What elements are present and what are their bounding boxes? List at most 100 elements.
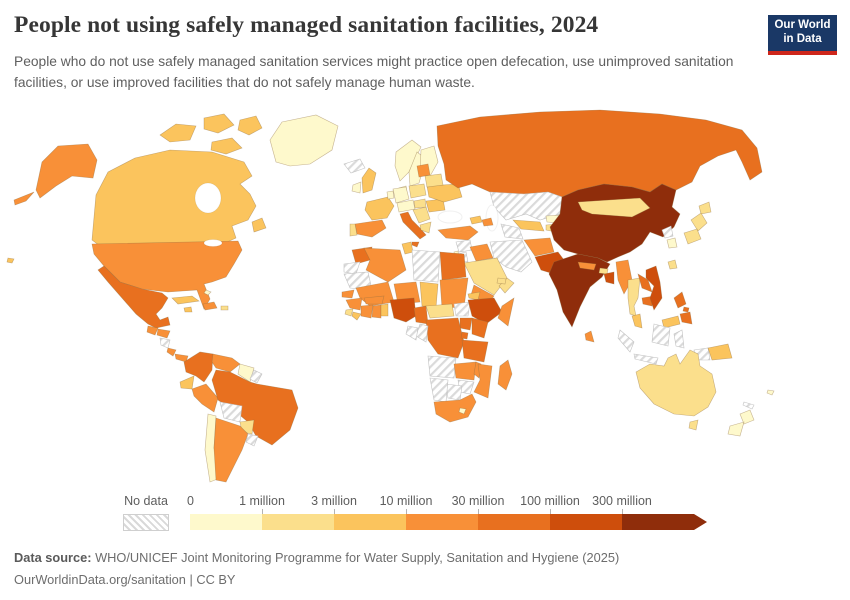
country-sulawesi[interactable] [673,329,685,349]
country-greece[interactable] [419,221,432,234]
country-philippines-mindanao[interactable] [679,311,693,325]
country-rwanda-burundi[interactable] [460,331,469,340]
country-benelux[interactable] [386,190,395,200]
country-iceland[interactable] [343,158,366,174]
country-thailand[interactable] [627,277,641,317]
country-south-korea[interactable] [666,237,678,249]
country-syria[interactable] [455,239,473,253]
country-chad[interactable] [419,281,439,308]
country-canadian-arctic[interactable] [159,113,263,155]
country-baltics[interactable] [416,163,431,178]
country-czech-austria[interactable] [396,199,416,213]
country-mozambique[interactable] [473,363,493,399]
country-egypt[interactable] [439,251,467,281]
country-uzbekistan[interactable] [512,219,545,232]
country-argentina[interactable] [213,417,249,483]
country-south-africa[interactable] [433,393,477,423]
country-drc[interactable] [425,317,465,359]
country-portugal[interactable] [349,223,358,237]
country-burkina[interactable] [363,295,385,305]
country-italy[interactable] [399,211,427,240]
country-uk[interactable] [361,167,377,194]
country-algeria[interactable] [363,247,407,283]
country-greenland[interactable] [269,114,339,167]
country-ireland[interactable] [351,181,362,194]
license-line[interactable]: OurWorldinData.org/sanitation | CC BY [14,571,236,587]
owid-logo[interactable]: Our World in Data [768,15,837,55]
country-peru[interactable] [191,383,219,413]
no-data-swatch[interactable] [123,514,169,531]
country-japan-hokkaido[interactable] [698,201,712,215]
country-saudi-arabia[interactable] [463,257,508,296]
country-bangladesh[interactable] [603,271,615,285]
country-senegal[interactable] [341,289,355,299]
country-mexico[interactable] [97,265,171,329]
country-puerto-rico[interactable] [220,305,229,311]
country-car[interactable] [425,303,455,319]
country-botswana[interactable] [445,383,463,401]
country-tanzania[interactable] [461,339,489,363]
country-india[interactable] [548,253,611,328]
country-eritrea[interactable] [467,291,481,301]
country-bahamas[interactable] [203,289,212,296]
country-russia[interactable] [436,109,763,198]
country-gabon[interactable] [405,325,419,341]
country-afghanistan[interactable] [523,237,555,257]
country-france[interactable] [364,196,395,221]
country-colombia[interactable] [183,351,214,383]
country-guatemala[interactable] [146,325,159,336]
country-new-caledonia[interactable] [742,401,755,410]
country-malaysia-borneo[interactable] [661,315,681,329]
country-angola[interactable] [427,355,457,379]
country-madagascar[interactable] [497,359,513,391]
country-uae[interactable] [496,277,507,285]
country-turkmenistan[interactable] [500,223,524,240]
country-kalimantan[interactable] [651,323,671,347]
country-philippines-visayas[interactable] [682,306,690,313]
country-libya[interactable] [411,249,441,283]
country-ecuador[interactable] [179,375,195,390]
country-ghana[interactable] [371,304,382,319]
country-liberia[interactable] [351,311,362,321]
country-ethiopia[interactable] [467,297,503,325]
country-japan-honshu[interactable] [690,212,708,232]
country-iran[interactable] [489,239,533,273]
country-jamaica[interactable] [183,306,193,313]
country-nz-south[interactable] [727,421,745,437]
country-kenya[interactable] [471,317,489,339]
country-uruguay[interactable] [245,433,259,447]
country-sierra-leone[interactable] [344,308,354,317]
country-japan-south[interactable] [683,228,702,245]
legend-bin-2[interactable] [334,514,406,530]
legend-bin-0[interactable] [190,514,262,530]
country-vietnam[interactable] [645,265,663,311]
country-congo[interactable] [415,323,429,343]
country-zambia[interactable] [453,361,477,381]
country-sicily[interactable] [411,241,420,248]
country-namibia[interactable] [429,377,449,403]
legend-bin-4[interactable] [478,514,550,530]
country-fiji[interactable] [766,389,775,396]
country-honduras[interactable] [156,328,171,339]
country-turkey[interactable] [437,225,479,241]
country-hispaniola[interactable] [202,301,218,311]
country-papua-new-guinea[interactable] [707,343,733,361]
country-nigeria[interactable] [389,297,417,323]
country-taiwan[interactable] [667,259,678,270]
country-sumatra[interactable] [617,329,635,353]
country-hawaii[interactable] [6,257,15,264]
country-tasmania[interactable] [688,419,699,431]
country-mongolia[interactable] [577,197,651,218]
country-balkans[interactable] [412,206,431,224]
country-north-korea[interactable] [661,225,674,239]
country-western-sahara[interactable] [343,261,361,275]
country-malaysia[interactable] [631,313,643,329]
country-philippines-luzon[interactable] [673,291,687,309]
legend-bins[interactable] [190,514,707,530]
country-uganda[interactable] [459,317,473,331]
country-azerbaijan[interactable] [481,217,494,227]
country-china[interactable] [549,183,681,263]
country-ivory-coast[interactable] [360,304,374,319]
legend-bin-5[interactable] [550,514,622,530]
country-georgia[interactable] [469,215,483,225]
